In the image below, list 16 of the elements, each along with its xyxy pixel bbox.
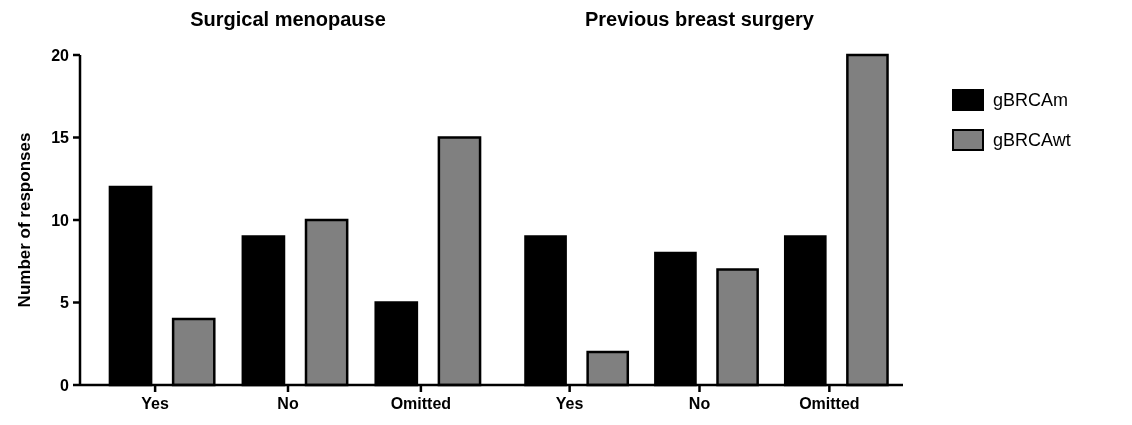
x-tick-label: No [688, 395, 711, 412]
x-tick-label: Omitted [799, 395, 860, 412]
x-tick-label: Yes [141, 395, 169, 412]
y-axis-title: Number of responses [15, 132, 34, 308]
x-tick-label: Omitted [390, 395, 452, 412]
legend-label: gBRCAwt [993, 130, 1071, 151]
legend-label: gBRCAm [993, 90, 1069, 111]
chart-title: Surgical menopause [190, 8, 386, 30]
y-tick-label: 5 [60, 294, 70, 312]
y-tick-label: 15 [51, 129, 70, 147]
y-tick-label: 20 [51, 46, 70, 64]
x-tick-label: Yes [555, 395, 584, 412]
y-tick-label: 10 [51, 211, 70, 229]
y-tick-label: 0 [60, 376, 70, 394]
chart-title: Previous breast surgery [585, 8, 815, 30]
x-tick-label: No [277, 395, 299, 412]
